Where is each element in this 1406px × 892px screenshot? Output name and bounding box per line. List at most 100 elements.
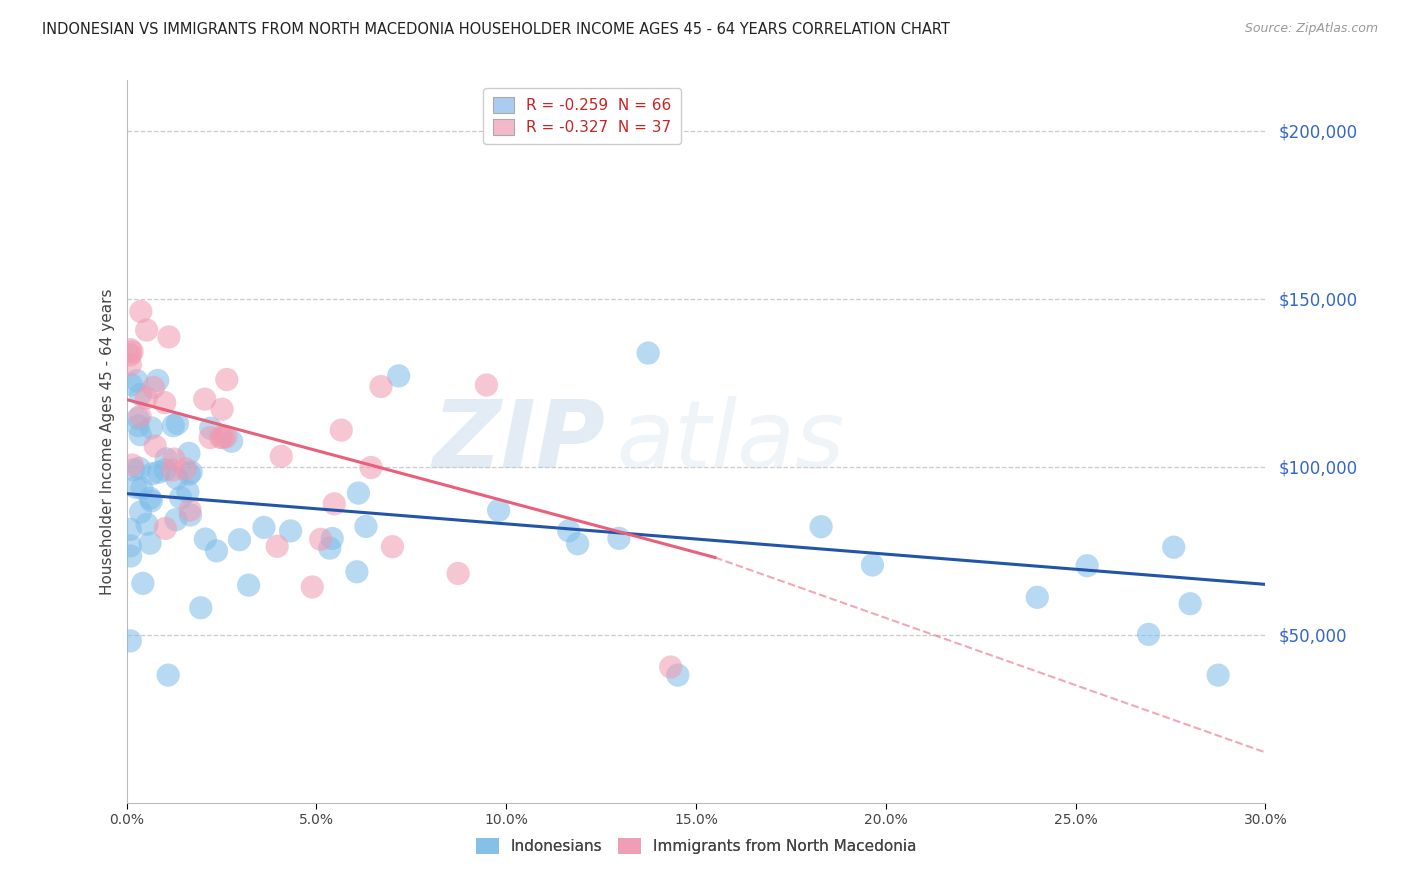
Point <box>330 423 353 437</box>
Point <box>637 346 659 360</box>
Point <box>179 508 201 522</box>
Point <box>190 600 212 615</box>
Text: ZIP: ZIP <box>432 395 605 488</box>
Point <box>155 451 177 466</box>
Point <box>143 439 166 453</box>
Point <box>153 395 176 409</box>
Point <box>129 427 152 442</box>
Point <box>607 532 630 546</box>
Text: INDONESIAN VS IMMIGRANTS FROM NORTH MACEDONIA HOUSEHOLDER INCOME AGES 45 - 64 YE: INDONESIAN VS IMMIGRANTS FROM NORTH MACE… <box>42 22 950 37</box>
Point <box>122 463 145 477</box>
Point <box>179 467 201 482</box>
Point <box>136 517 159 532</box>
Point <box>354 519 377 533</box>
Point <box>120 539 142 553</box>
Point <box>131 482 153 496</box>
Point <box>381 540 404 554</box>
Point <box>370 379 392 393</box>
Point <box>125 374 148 388</box>
Point <box>447 566 470 581</box>
Point <box>121 458 143 472</box>
Point <box>238 578 260 592</box>
Point <box>475 378 498 392</box>
Point <box>139 536 162 550</box>
Point <box>165 513 187 527</box>
Point <box>1026 591 1049 605</box>
Point <box>205 544 228 558</box>
Point <box>120 633 142 648</box>
Point <box>810 519 832 533</box>
Point <box>141 494 163 508</box>
Point <box>121 344 143 359</box>
Point <box>157 668 180 682</box>
Point <box>194 392 217 406</box>
Point <box>221 434 243 449</box>
Point <box>253 520 276 534</box>
Point <box>142 380 165 394</box>
Point <box>319 541 342 556</box>
Point <box>180 465 202 479</box>
Point <box>198 430 221 444</box>
Point <box>120 358 142 372</box>
Point <box>309 533 332 547</box>
Point <box>141 467 163 481</box>
Point <box>157 330 180 344</box>
Point <box>132 576 155 591</box>
Point <box>1137 627 1160 641</box>
Point <box>166 471 188 485</box>
Point <box>557 524 579 538</box>
Point <box>139 491 162 505</box>
Point <box>120 522 142 536</box>
Point <box>127 418 149 433</box>
Point <box>120 549 142 563</box>
Point <box>321 532 343 546</box>
Point <box>1178 597 1201 611</box>
Point <box>280 524 302 538</box>
Point <box>162 463 184 477</box>
Point <box>135 323 157 337</box>
Point <box>360 460 382 475</box>
Point <box>567 537 589 551</box>
Point <box>166 417 188 431</box>
Point <box>177 446 200 460</box>
Point <box>141 421 163 435</box>
Point <box>212 431 235 445</box>
Point <box>488 503 510 517</box>
Point <box>120 377 142 392</box>
Point <box>153 463 176 477</box>
Point <box>228 533 250 547</box>
Point <box>128 461 150 475</box>
Point <box>659 660 682 674</box>
Point <box>1076 558 1098 573</box>
Point <box>177 484 200 499</box>
Point <box>129 409 152 424</box>
Point <box>129 304 152 318</box>
Point <box>266 539 288 553</box>
Point <box>346 565 368 579</box>
Legend: Indonesians, Immigrants from North Macedonia: Indonesians, Immigrants from North Maced… <box>470 832 922 860</box>
Point <box>120 348 142 362</box>
Point <box>209 430 232 444</box>
Point <box>162 418 184 433</box>
Point <box>200 421 222 435</box>
Point <box>194 532 217 546</box>
Point <box>215 430 238 444</box>
Point <box>174 462 197 476</box>
Point <box>347 486 370 500</box>
Text: atlas: atlas <box>616 396 845 487</box>
Point <box>146 373 169 387</box>
Point <box>1206 668 1229 682</box>
Point <box>862 558 884 572</box>
Point <box>215 372 238 386</box>
Point <box>1163 540 1185 554</box>
Point <box>135 391 157 405</box>
Point <box>211 402 233 417</box>
Point <box>163 452 186 467</box>
Point <box>155 521 177 535</box>
Point <box>301 580 323 594</box>
Point <box>148 465 170 479</box>
Point <box>124 480 146 494</box>
Point <box>169 491 191 505</box>
Point <box>388 368 411 383</box>
Point <box>129 387 152 401</box>
